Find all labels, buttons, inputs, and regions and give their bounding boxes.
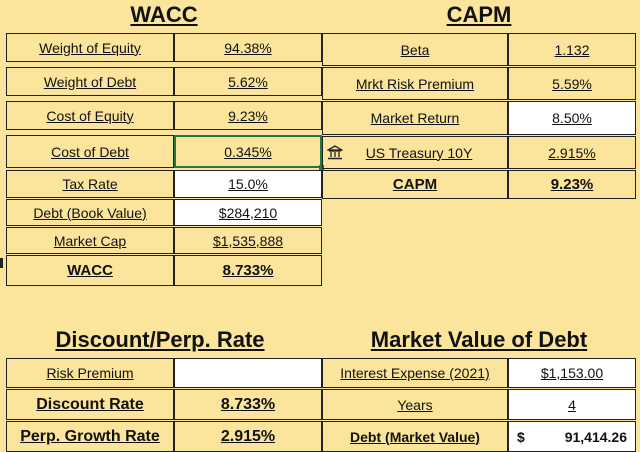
wacc-label-market-cap[interactable]: Market Cap [6, 227, 174, 254]
mvd-label-years[interactable]: Years [322, 389, 508, 420]
wacc-label-wacc[interactable]: WACC [6, 255, 174, 286]
discount-label-perp-growth[interactable]: Perp. Growth Rate [6, 421, 174, 452]
debt-market-value-amount: 91,414.26 [564, 428, 627, 445]
selection-fill-handle[interactable] [319, 165, 324, 170]
wacc-label-cost-debt[interactable]: Cost of Debt [6, 135, 174, 168]
wacc-value-tax-rate[interactable]: 15.0% [174, 170, 322, 198]
row-boundary-mark [0, 258, 3, 268]
wacc-value-market-cap[interactable]: $1,535,888 [174, 227, 322, 254]
capm-value-market-return[interactable]: 8.50% [508, 101, 636, 135]
wacc-value-cost-equity[interactable]: 9.23% [174, 101, 322, 130]
mvd-value-debt-market-value[interactable]: $ 91,414.26 [508, 421, 636, 452]
bank-icon [325, 145, 345, 163]
wacc-label-cost-equity[interactable]: Cost of Equity [6, 101, 174, 130]
capm-value-beta[interactable]: 1.132 [508, 33, 636, 66]
capm-label-capm[interactable]: CAPM [322, 170, 508, 199]
wacc-title: WACC [130, 2, 198, 27]
wacc-value-debt-book[interactable]: $284,210 [174, 199, 322, 226]
capm-label-us-treasury[interactable]: US Treasury 10Y [322, 136, 508, 169]
wacc-label-weight-equity[interactable]: Weight of Equity [6, 33, 174, 62]
wacc-label-debt-book[interactable]: Debt (Book Value) [6, 199, 174, 226]
discount-value-perp-growth[interactable]: 2.915% [174, 421, 322, 452]
mvd-label-debt-market-value[interactable]: Debt (Market Value) [322, 421, 508, 452]
capm-value-us-treasury[interactable]: 2.915% [508, 136, 636, 169]
discount-value-discount-rate[interactable]: 8.733% [174, 389, 322, 420]
capm-title: CAPM [446, 2, 512, 27]
mvd-title: Market Value of Debt [370, 327, 588, 352]
discount-value-risk-premium[interactable] [174, 358, 322, 388]
currency-symbol: $ [517, 428, 525, 445]
discount-title: Discount/Perp. Rate [55, 327, 265, 352]
wacc-label-tax-rate[interactable]: Tax Rate [6, 170, 174, 198]
capm-value-mrkt-risk-premium[interactable]: 5.59% [508, 67, 636, 100]
capm-label-us-treasury-text: US Treasury 10Y [365, 144, 473, 161]
wacc-value-wacc[interactable]: 8.733% [174, 255, 322, 286]
capm-value-capm[interactable]: 9.23% [508, 170, 636, 199]
discount-label-discount-rate[interactable]: Discount Rate [6, 389, 174, 420]
wacc-value-weight-equity[interactable]: 94.38% [174, 33, 322, 62]
capm-label-mrkt-risk-premium[interactable]: Mrkt Risk Premium [322, 67, 508, 100]
capm-label-market-return[interactable]: Market Return [322, 101, 508, 135]
mvd-label-interest-expense[interactable]: Interest Expense (2021) [322, 358, 508, 388]
discount-label-risk-premium[interactable]: Risk Premium [6, 358, 174, 388]
wacc-label-weight-debt[interactable]: Weight of Debt [6, 67, 174, 96]
capm-label-beta[interactable]: Beta [322, 33, 508, 66]
mvd-value-interest-expense[interactable]: $1,153.00 [508, 358, 636, 388]
mvd-value-years[interactable]: 4 [508, 389, 636, 420]
wacc-value-weight-debt[interactable]: 5.62% [174, 67, 322, 96]
wacc-value-cost-debt-selected[interactable]: 0.345% [174, 135, 322, 168]
